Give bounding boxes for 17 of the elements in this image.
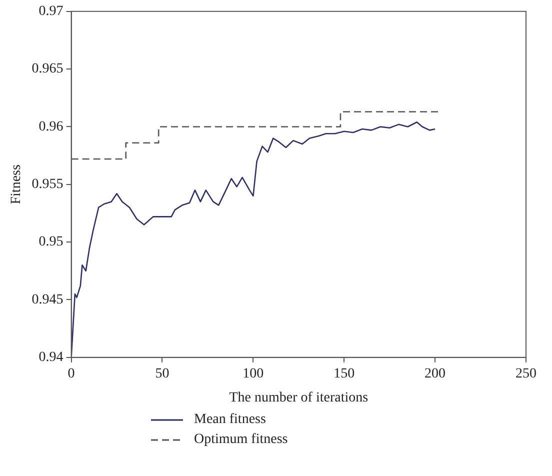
legend-label: Mean fitness xyxy=(194,412,266,428)
y-tick-label: 0.95 xyxy=(38,234,64,250)
y-tick-label: 0.96 xyxy=(38,119,64,134)
y-tick-label: 0.965 xyxy=(32,62,64,77)
x-tick-label: 100 xyxy=(242,366,264,382)
y-tick-label: 0.955 xyxy=(32,177,64,192)
legend-label: Optimum fitness xyxy=(194,432,288,448)
x-tick-label: 250 xyxy=(516,366,536,382)
x-tick-label: 50 xyxy=(155,366,170,382)
y-tick-label: 0.945 xyxy=(32,292,64,308)
y-tick-label: 0.97 xyxy=(38,4,64,20)
y-axis-title: Fitness xyxy=(9,164,24,204)
x-tick-label: 0 xyxy=(68,366,75,382)
x-tick-label: 200 xyxy=(424,366,446,382)
x-axis-title: The number of iterations xyxy=(229,390,368,406)
y-tick-label: 0.94 xyxy=(38,350,64,366)
x-tick-label: 150 xyxy=(334,366,355,382)
